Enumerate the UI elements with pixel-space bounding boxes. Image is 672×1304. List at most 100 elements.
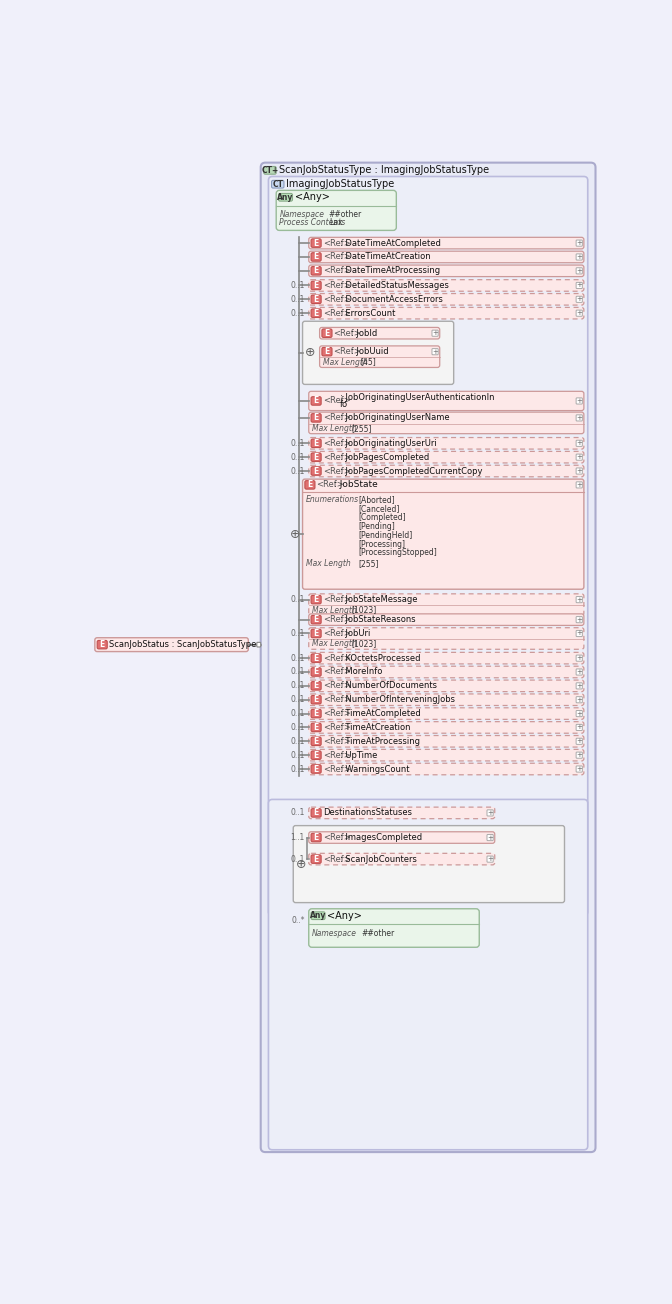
- FancyBboxPatch shape: [311, 911, 325, 919]
- Text: 1..1: 1..1: [290, 833, 305, 842]
- Text: <Ref>: <Ref>: [323, 709, 351, 719]
- FancyBboxPatch shape: [576, 724, 583, 730]
- Text: <Ref>: <Ref>: [323, 266, 351, 275]
- Text: : ErrorsCount: : ErrorsCount: [340, 309, 395, 318]
- FancyBboxPatch shape: [268, 176, 588, 915]
- Text: : KOctetsProcessed: : KOctetsProcessed: [340, 653, 420, 662]
- Text: Max Length: Max Length: [306, 559, 350, 567]
- Text: +: +: [577, 267, 582, 274]
- Text: : ImagesCompleted: : ImagesCompleted: [340, 833, 422, 842]
- FancyBboxPatch shape: [432, 330, 438, 336]
- Text: [1023]: [1023]: [351, 639, 376, 648]
- Text: 0..1: 0..1: [290, 653, 305, 662]
- FancyBboxPatch shape: [576, 752, 583, 758]
- Text: [Processing]: [Processing]: [358, 540, 405, 549]
- Text: [Aborted]: [Aborted]: [358, 496, 395, 505]
- Text: <Ref>: <Ref>: [323, 854, 351, 863]
- Text: E: E: [313, 682, 319, 690]
- Text: +: +: [577, 296, 582, 303]
- Text: E: E: [313, 452, 319, 462]
- FancyBboxPatch shape: [576, 765, 583, 772]
- Text: [255]: [255]: [358, 559, 379, 567]
- FancyBboxPatch shape: [311, 253, 321, 261]
- Text: +: +: [487, 857, 493, 862]
- Text: +: +: [577, 398, 582, 404]
- Text: Max Length: Max Length: [312, 424, 357, 433]
- FancyBboxPatch shape: [308, 909, 479, 947]
- FancyBboxPatch shape: [311, 295, 321, 304]
- Text: E: E: [325, 329, 329, 338]
- Text: 0..1: 0..1: [290, 722, 305, 732]
- Text: <Ref>: <Ref>: [323, 396, 351, 406]
- Text: : JobUri: : JobUri: [340, 629, 370, 638]
- Text: <Ref>: <Ref>: [333, 329, 362, 338]
- FancyBboxPatch shape: [311, 751, 321, 759]
- FancyBboxPatch shape: [311, 396, 321, 406]
- FancyBboxPatch shape: [308, 279, 584, 291]
- Text: E: E: [313, 396, 319, 406]
- Text: <Ref>: <Ref>: [333, 347, 362, 356]
- FancyBboxPatch shape: [311, 682, 321, 690]
- FancyBboxPatch shape: [311, 695, 321, 704]
- Text: Namespace: Namespace: [280, 210, 325, 219]
- Text: <Ref>: <Ref>: [323, 452, 351, 462]
- Text: : JobOriginatingUserName: : JobOriginatingUserName: [340, 413, 450, 422]
- FancyBboxPatch shape: [576, 696, 583, 703]
- Text: : TimeAtProcessing: : TimeAtProcessing: [340, 737, 420, 746]
- Text: <Ref>: <Ref>: [323, 751, 351, 760]
- Text: : DocumentAccessErrors: : DocumentAccessErrors: [340, 295, 443, 304]
- Text: 0..1: 0..1: [290, 764, 305, 773]
- FancyBboxPatch shape: [302, 321, 454, 385]
- Text: +: +: [577, 738, 582, 745]
- Text: +: +: [577, 669, 582, 675]
- FancyBboxPatch shape: [311, 764, 321, 773]
- FancyBboxPatch shape: [271, 180, 284, 188]
- Text: 0..1: 0..1: [290, 595, 305, 604]
- FancyBboxPatch shape: [576, 240, 583, 246]
- FancyBboxPatch shape: [308, 694, 584, 705]
- Text: E: E: [313, 280, 319, 289]
- Text: +: +: [577, 482, 582, 488]
- FancyBboxPatch shape: [576, 310, 583, 317]
- Text: : WarningsCount: : WarningsCount: [340, 764, 409, 773]
- FancyBboxPatch shape: [311, 467, 321, 475]
- Text: : JobStateMessage: : JobStateMessage: [340, 595, 417, 604]
- FancyBboxPatch shape: [308, 735, 584, 747]
- FancyBboxPatch shape: [320, 346, 439, 368]
- Text: 0..1: 0..1: [290, 709, 305, 719]
- FancyBboxPatch shape: [276, 190, 396, 231]
- FancyBboxPatch shape: [308, 412, 584, 434]
- Text: +: +: [577, 752, 582, 758]
- FancyBboxPatch shape: [308, 293, 584, 305]
- Text: <Ref>: <Ref>: [323, 309, 351, 318]
- Text: <Any>: <Any>: [327, 910, 362, 921]
- Text: Any: Any: [310, 911, 326, 921]
- Text: <Ref>: <Ref>: [323, 629, 351, 638]
- Text: [45]: [45]: [360, 357, 376, 366]
- FancyBboxPatch shape: [311, 724, 321, 732]
- FancyBboxPatch shape: [308, 763, 584, 775]
- Text: 0..1: 0..1: [290, 295, 305, 304]
- Text: : DateTimeAtCreation: : DateTimeAtCreation: [340, 253, 430, 262]
- FancyBboxPatch shape: [322, 347, 332, 356]
- Text: E: E: [313, 253, 319, 262]
- Text: Max Length: Max Length: [312, 639, 357, 648]
- Text: CT+: CT+: [261, 166, 279, 175]
- Text: E: E: [313, 833, 319, 842]
- Text: E: E: [313, 668, 319, 677]
- Text: <Ref>: <Ref>: [323, 695, 351, 704]
- Text: +: +: [487, 810, 493, 816]
- Text: Namespace: Namespace: [312, 928, 357, 938]
- FancyBboxPatch shape: [308, 750, 584, 762]
- Text: +: +: [577, 617, 582, 622]
- FancyBboxPatch shape: [487, 835, 493, 841]
- Text: : JobUuid: : JobUuid: [351, 347, 388, 356]
- Text: 0..1: 0..1: [290, 452, 305, 462]
- FancyBboxPatch shape: [308, 721, 584, 733]
- FancyBboxPatch shape: [95, 638, 248, 652]
- Text: <Ref>: <Ref>: [323, 413, 351, 422]
- FancyBboxPatch shape: [311, 808, 321, 818]
- Text: +: +: [577, 725, 582, 730]
- Text: <Ref>: <Ref>: [323, 253, 351, 262]
- FancyBboxPatch shape: [308, 832, 495, 844]
